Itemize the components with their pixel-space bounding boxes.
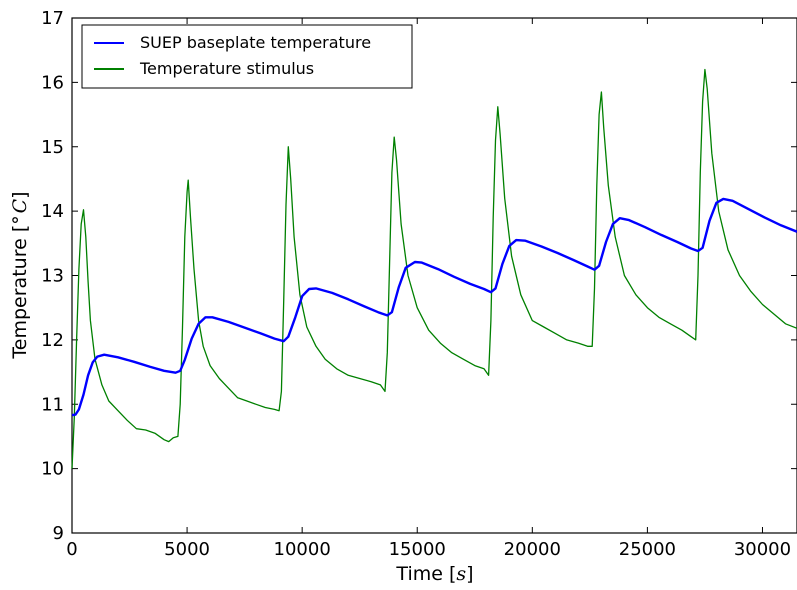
legend-label-baseplate: SUEP baseplate temperature <box>140 33 371 52</box>
y-axis-ticks: 9 10 11 12 13 14 15 16 17 <box>41 8 797 544</box>
y-tick-label: 17 <box>41 8 64 29</box>
legend-label-stimulus: Temperature stimulus <box>139 59 314 78</box>
y-tick-label: 14 <box>41 201 64 222</box>
x-axis-ticks: 0 5000 10000 15000 20000 25000 30000 <box>66 18 791 560</box>
x-tick-label: 10000 <box>274 539 331 560</box>
y-tick-label: 15 <box>41 137 64 158</box>
series-line-stimulus <box>71 68 797 469</box>
series-line-baseplate <box>71 197 797 417</box>
y-tick-label: 13 <box>41 266 64 287</box>
y-tick-label: 11 <box>41 394 64 415</box>
x-tick-label: 5000 <box>164 539 210 560</box>
x-tick-label: 0 <box>66 539 77 560</box>
y-axis-label: Temperature [° C] <box>9 191 31 359</box>
x-tick-label: 20000 <box>504 539 561 560</box>
y-tick-label: 16 <box>41 72 64 93</box>
plot-area <box>71 17 797 534</box>
series-layer <box>71 68 797 469</box>
x-tick-label: 30000 <box>734 539 791 560</box>
legend: SUEP baseplate temperature Temperature s… <box>81 24 413 89</box>
legend-box <box>81 24 413 89</box>
x-tick-label: 15000 <box>389 539 446 560</box>
y-tick-label: 12 <box>41 330 64 351</box>
y-tick-label: 10 <box>41 459 64 480</box>
x-tick-label: 25000 <box>619 539 676 560</box>
y-tick-label: 9 <box>53 523 64 544</box>
x-axis-label: Time [s] <box>395 563 473 585</box>
